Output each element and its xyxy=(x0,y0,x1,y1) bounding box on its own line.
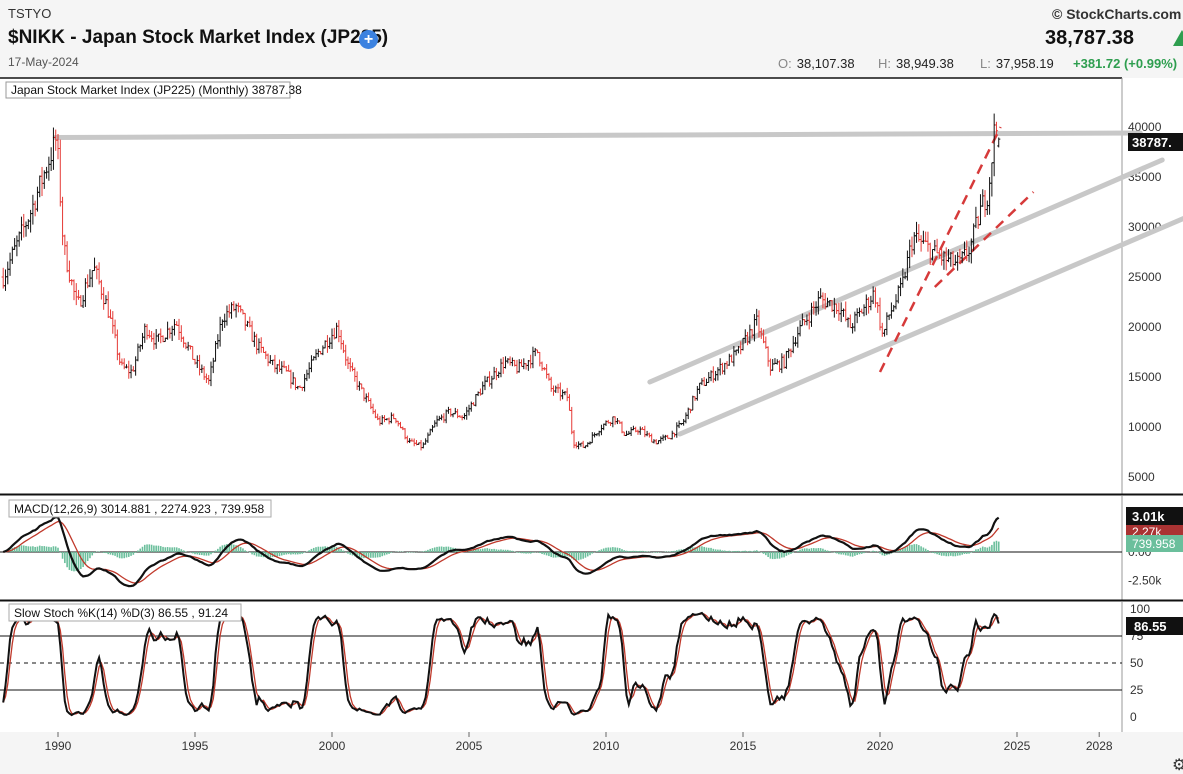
signal-value-tag xyxy=(1126,525,1183,538)
x-tick-label: 2000 xyxy=(319,739,346,753)
up-arrow-icon xyxy=(1173,30,1183,46)
exchange-label: TSTYO xyxy=(8,6,52,21)
histogram-value-tag xyxy=(1126,535,1183,552)
resistance-line xyxy=(52,130,1143,140)
price-y-tick: 5000 xyxy=(1128,470,1155,484)
last-price-tag-label: 38787. xyxy=(1132,135,1172,150)
price-panel-labels: Japan Stock Market Index (JP225) (Monthl… xyxy=(5,81,1183,151)
stoch-y-tick: 100 xyxy=(1130,602,1150,616)
high-value: H: 38,949.38 xyxy=(878,56,954,71)
macd-y-tick: -2.50k xyxy=(1128,574,1162,588)
price-change: +381.72 (+0.99%) xyxy=(1073,56,1178,71)
price-y-tick: 40000 xyxy=(1128,120,1162,134)
price-legend-box xyxy=(5,81,291,99)
stoch-legend-label: Slow Stoch %K(14) %D(3) 86.55 , 91.24 xyxy=(14,606,228,620)
x-tick-label: 2005 xyxy=(456,739,483,753)
stoch-value-label: 86.55 xyxy=(1134,619,1167,634)
chart-title: $NIKK - Japan Stock Market Index (JP225) xyxy=(8,27,389,48)
last-price-tag xyxy=(1128,133,1183,151)
chart-header: TSTYO $NIKK - Japan Stock Market Index (… xyxy=(0,0,1183,78)
stoch-k-line xyxy=(2,611,1000,717)
lower-dashed-channel xyxy=(933,191,1035,288)
macd-line xyxy=(2,515,1000,588)
price-y-tick: 20000 xyxy=(1128,320,1162,334)
quote-date: 17-May-2024 xyxy=(8,55,79,69)
open-value: O: 38,107.38 xyxy=(778,56,855,71)
low-value: L: 37,958.19 xyxy=(980,56,1054,71)
settings-gear-icon[interactable]: ⚙ xyxy=(1172,757,1183,774)
upper-channel-line xyxy=(647,157,1165,385)
stoch-y-tick: 25 xyxy=(1130,683,1144,697)
add-button[interactable]: + xyxy=(359,30,378,49)
ohlc-bar xyxy=(997,137,1001,148)
x-axis: 1990 1995 2000 2005 2010 2015 2020 2025 2028 xyxy=(45,732,1113,753)
x-tick-label: 2028 xyxy=(1086,739,1113,753)
price-y-tick: 10000 xyxy=(1128,420,1162,434)
last-price: 38,787.38 xyxy=(1045,27,1134,49)
brand-logo[interactable]: © StockCharts.com xyxy=(1052,6,1182,22)
x-tick-label: 2025 xyxy=(1004,739,1031,753)
stoch-value-tag xyxy=(1126,617,1183,635)
price-y-tick: 15000 xyxy=(1128,370,1162,384)
lower-channel-line xyxy=(677,215,1183,437)
x-tick-label: 2020 xyxy=(867,739,894,753)
upper-dashed-channel xyxy=(878,126,1002,373)
ohlc-bar xyxy=(994,121,999,137)
macd-value-tag xyxy=(1126,507,1183,525)
stoch-y-tick: 0 xyxy=(1130,710,1137,724)
price-y-tick: 25000 xyxy=(1128,270,1162,284)
stoch-y-tick: 50 xyxy=(1130,656,1144,670)
macd-legend-label: MACD(12,26,9) 3014.881 , 2274.923 , 739.… xyxy=(14,502,265,516)
macd-legend-box xyxy=(8,499,272,518)
price-panel[interactable] xyxy=(0,78,1183,494)
x-axis-area xyxy=(0,732,1183,774)
trend-lines xyxy=(52,126,1183,437)
x-tick-label: 1990 xyxy=(45,739,72,753)
x-tick-label: 2015 xyxy=(730,739,757,753)
price-bars xyxy=(1,113,1001,451)
x-tick-label: 1995 xyxy=(182,739,209,753)
price-legend-label: Japan Stock Market Index (JP225) (Monthl… xyxy=(11,83,302,97)
stoch-legend-box xyxy=(8,603,242,622)
macd-value-label: 3.01k xyxy=(1132,509,1165,524)
histogram-value-label: 739.958 xyxy=(1132,537,1176,551)
x-tick-label: 2010 xyxy=(593,739,620,753)
